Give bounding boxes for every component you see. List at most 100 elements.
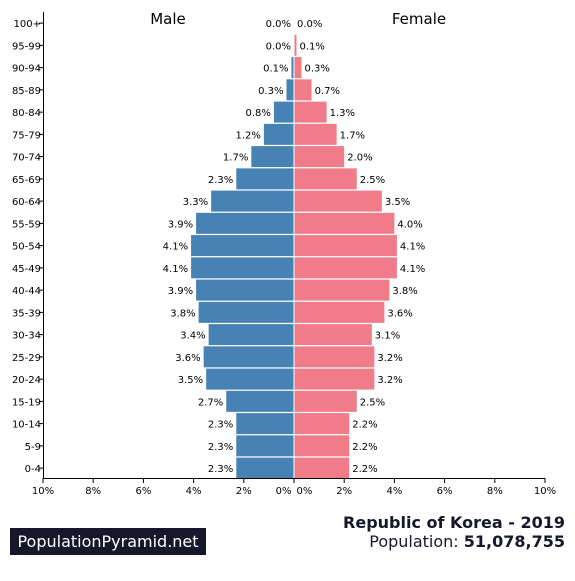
male-bar: [211, 190, 294, 212]
x-tick-label: 2%: [236, 486, 252, 497]
male-bar: [273, 101, 294, 123]
male-value-label: 0.0%: [266, 41, 291, 52]
female-bar: [294, 212, 395, 234]
brand-logo[interactable]: PopulationPyramid.net: [10, 528, 206, 555]
female-bar: [294, 235, 397, 257]
legend-male: Male: [150, 10, 186, 28]
age-group-label: 40-44: [12, 286, 41, 297]
population-line: Population: 51,078,755: [369, 532, 565, 551]
male-bar: [263, 123, 294, 145]
male-bar: [236, 457, 294, 479]
male-value-label: 2.3%: [208, 175, 233, 186]
female-bar: [294, 390, 357, 412]
male-value-label: 3.4%: [180, 331, 205, 342]
female-value-label: 3.2%: [377, 375, 402, 386]
male-bar: [196, 212, 294, 234]
x-tick-label: 8%: [85, 486, 101, 497]
female-value-label: 1.7%: [340, 130, 365, 141]
male-value-label: 1.7%: [223, 153, 248, 164]
male-bar: [226, 390, 294, 412]
female-value-label: 0.3%: [305, 64, 330, 75]
male-bar: [236, 168, 294, 190]
x-tick-label: 0%: [297, 486, 313, 497]
female-bar: [294, 57, 302, 79]
female-value-label: 0.0%: [297, 19, 322, 30]
female-value-label: 4.1%: [400, 242, 425, 253]
female-bar: [294, 257, 397, 279]
male-value-label: 1.2%: [235, 130, 260, 141]
female-bar: [294, 279, 390, 301]
male-bar: [203, 346, 294, 368]
age-group-label: 95-99: [12, 41, 41, 52]
population-pyramid-chart: Male Female 100+ 0.0% 0.0% 95-99 0.0% 0.1% 90-94…: [12, 10, 556, 497]
female-bar: [294, 146, 345, 168]
male-value-label: 0.1%: [263, 64, 288, 75]
female-value-label: 2.5%: [360, 397, 385, 408]
female-value-label: 3.5%: [385, 197, 410, 208]
age-group-label: 65-69: [12, 175, 41, 186]
male-bar: [191, 235, 294, 257]
male-value-label: 3.8%: [170, 308, 195, 319]
female-value-label: 2.5%: [360, 175, 385, 186]
male-value-label: 2.7%: [198, 397, 223, 408]
male-value-label: 3.3%: [183, 197, 208, 208]
female-bar: [294, 101, 327, 123]
legend-female: Female: [392, 10, 446, 28]
male-bar: [206, 368, 294, 390]
age-group-label: 5-9: [25, 442, 41, 453]
age-group-label: 0-4: [25, 464, 41, 475]
male-value-label: 3.6%: [175, 353, 200, 364]
female-bar: [294, 79, 312, 101]
female-value-label: 4.0%: [397, 219, 422, 230]
age-group-label: 35-39: [12, 308, 41, 319]
female-value-label: 3.8%: [392, 286, 417, 297]
male-bar: [196, 279, 294, 301]
male-value-label: 0.3%: [258, 86, 283, 97]
male-value-label: 4.1%: [163, 264, 188, 275]
age-group-label: 10-14: [12, 420, 41, 431]
age-group-label: 55-59: [12, 219, 41, 230]
male-bar: [251, 146, 294, 168]
age-group-label: 50-54: [12, 242, 41, 253]
male-value-label: 3.5%: [178, 375, 203, 386]
female-value-label: 4.1%: [400, 264, 425, 275]
x-tick-label: 4%: [386, 486, 402, 497]
female-bar: [294, 324, 372, 346]
female-bar: [294, 413, 350, 435]
female-bar: [294, 168, 357, 190]
x-tick-label: 4%: [186, 486, 202, 497]
population-value: 51,078,755: [463, 532, 565, 551]
age-group-label: 20-24: [12, 375, 41, 386]
female-value-label: 0.1%: [300, 41, 325, 52]
age-group-label: 30-34: [12, 331, 41, 342]
female-value-label: 2.0%: [347, 153, 372, 164]
male-value-label: 3.9%: [168, 219, 193, 230]
female-value-label: 1.3%: [330, 108, 355, 119]
male-bar: [208, 324, 294, 346]
male-value-label: 2.3%: [208, 464, 233, 475]
x-tick-label: 6%: [135, 486, 151, 497]
age-group-label: 85-89: [12, 86, 41, 97]
female-value-label: 3.2%: [377, 353, 402, 364]
age-group-label: 100+: [14, 19, 41, 30]
male-value-label: 0.0%: [266, 19, 291, 30]
female-bar: [294, 368, 375, 390]
country-year-title: Republic of Korea - 2019: [343, 513, 565, 532]
male-bar: [291, 57, 294, 79]
female-value-label: 0.7%: [315, 86, 340, 97]
x-tick-label: 8%: [487, 486, 503, 497]
male-bar: [236, 413, 294, 435]
female-value-label: 2.2%: [352, 420, 377, 431]
male-bar: [191, 257, 294, 279]
male-value-label: 0.8%: [246, 108, 271, 119]
female-bar: [294, 34, 297, 56]
population-label: Population:: [369, 532, 459, 551]
female-bar: [294, 190, 382, 212]
x-tick-label: 6%: [437, 486, 453, 497]
x-tick-label: 0%: [276, 486, 292, 497]
female-bar: [294, 435, 350, 457]
female-bar: [294, 457, 350, 479]
female-bar: [294, 301, 385, 323]
male-bar: [198, 301, 294, 323]
female-value-label: 2.2%: [352, 464, 377, 475]
